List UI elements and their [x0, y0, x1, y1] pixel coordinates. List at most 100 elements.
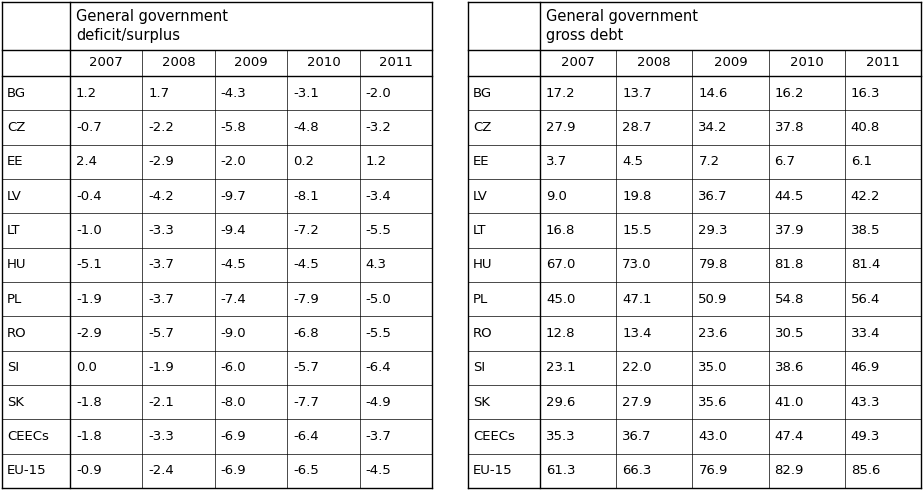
Text: 82.9: 82.9 [774, 465, 804, 477]
Text: 45.0: 45.0 [546, 293, 575, 306]
Text: -4.9: -4.9 [366, 395, 391, 409]
Text: 30.5: 30.5 [774, 327, 804, 340]
Text: 13.4: 13.4 [622, 327, 652, 340]
Text: 29.3: 29.3 [699, 224, 728, 237]
Text: -4.8: -4.8 [294, 121, 318, 134]
Text: -4.3: -4.3 [221, 87, 246, 99]
Text: 1.7: 1.7 [149, 87, 170, 99]
Text: EE: EE [473, 155, 489, 169]
Bar [468, 2, 921, 488]
Text: 2011: 2011 [378, 56, 413, 70]
Text: SK: SK [473, 395, 490, 409]
Text: -6.4: -6.4 [366, 361, 391, 374]
Text: -9.0: -9.0 [221, 327, 246, 340]
Text: 66.3: 66.3 [622, 465, 652, 477]
Text: 61.3: 61.3 [546, 465, 576, 477]
Text: 6.7: 6.7 [774, 155, 796, 169]
Text: SI: SI [473, 361, 485, 374]
Text: -3.7: -3.7 [149, 293, 174, 306]
Text: -3.7: -3.7 [149, 258, 174, 271]
Text: 46.9: 46.9 [851, 361, 880, 374]
Text: General government
deficit/surplus: General government deficit/surplus [76, 9, 228, 44]
Text: 37.9: 37.9 [774, 224, 804, 237]
Text: 2011: 2011 [866, 56, 900, 70]
Text: 0.0: 0.0 [76, 361, 97, 374]
Text: 1.2: 1.2 [76, 87, 97, 99]
Text: -2.9: -2.9 [149, 155, 174, 169]
Text: 22.0: 22.0 [622, 361, 652, 374]
Text: -2.0: -2.0 [221, 155, 246, 169]
Text: 1.2: 1.2 [366, 155, 387, 169]
Text: 16.8: 16.8 [546, 224, 575, 237]
Text: -4.2: -4.2 [149, 190, 174, 203]
Text: 28.7: 28.7 [622, 121, 652, 134]
Text: LT: LT [7, 224, 20, 237]
Text: -2.2: -2.2 [149, 121, 174, 134]
Text: 47.1: 47.1 [622, 293, 652, 306]
Text: CZ: CZ [473, 121, 491, 134]
Text: 79.8: 79.8 [699, 258, 727, 271]
Bar [2, 2, 432, 488]
Text: -3.3: -3.3 [149, 224, 174, 237]
Text: -7.4: -7.4 [221, 293, 246, 306]
Text: 35.0: 35.0 [699, 361, 728, 374]
Text: -8.0: -8.0 [221, 395, 246, 409]
Text: 23.1: 23.1 [546, 361, 576, 374]
Text: -2.0: -2.0 [366, 87, 391, 99]
Text: -5.0: -5.0 [366, 293, 391, 306]
Text: 54.8: 54.8 [774, 293, 804, 306]
Text: 42.2: 42.2 [851, 190, 881, 203]
Text: -9.4: -9.4 [221, 224, 246, 237]
Text: 12.8: 12.8 [546, 327, 576, 340]
Text: PL: PL [7, 293, 22, 306]
Text: BG: BG [7, 87, 26, 99]
Text: 27.9: 27.9 [622, 395, 652, 409]
Text: 38.6: 38.6 [774, 361, 804, 374]
Text: 2008: 2008 [638, 56, 671, 70]
Text: 37.8: 37.8 [774, 121, 804, 134]
Text: -5.8: -5.8 [221, 121, 246, 134]
Text: 6.1: 6.1 [851, 155, 872, 169]
Text: -1.9: -1.9 [149, 361, 174, 374]
Text: -7.9: -7.9 [294, 293, 319, 306]
Text: -2.9: -2.9 [76, 327, 102, 340]
Text: -3.7: -3.7 [366, 430, 391, 443]
Text: RO: RO [473, 327, 493, 340]
Text: 47.4: 47.4 [774, 430, 804, 443]
Text: 50.9: 50.9 [699, 293, 727, 306]
Text: 23.6: 23.6 [699, 327, 728, 340]
Text: -9.7: -9.7 [221, 190, 246, 203]
Text: -6.8: -6.8 [294, 327, 318, 340]
Text: 43.3: 43.3 [851, 395, 881, 409]
Text: 33.4: 33.4 [851, 327, 881, 340]
Text: CEECs: CEECs [473, 430, 515, 443]
Text: -7.7: -7.7 [294, 395, 319, 409]
Text: -0.4: -0.4 [76, 190, 102, 203]
Text: 44.5: 44.5 [774, 190, 804, 203]
Text: -7.2: -7.2 [294, 224, 319, 237]
Text: 85.6: 85.6 [851, 465, 881, 477]
Text: -3.3: -3.3 [149, 430, 174, 443]
Text: EE: EE [7, 155, 23, 169]
Text: 49.3: 49.3 [851, 430, 881, 443]
Text: 9.0: 9.0 [546, 190, 567, 203]
Text: 17.2: 17.2 [546, 87, 576, 99]
Text: 73.0: 73.0 [622, 258, 652, 271]
Text: 2009: 2009 [713, 56, 748, 70]
Text: -0.9: -0.9 [76, 465, 102, 477]
Text: 2.4: 2.4 [76, 155, 97, 169]
Text: 15.5: 15.5 [622, 224, 652, 237]
Text: -5.5: -5.5 [366, 327, 391, 340]
Text: -6.9: -6.9 [221, 465, 246, 477]
Text: 14.6: 14.6 [699, 87, 727, 99]
Text: 41.0: 41.0 [774, 395, 804, 409]
Text: 2007: 2007 [561, 56, 595, 70]
Text: -6.5: -6.5 [294, 465, 319, 477]
Text: 35.3: 35.3 [546, 430, 576, 443]
Text: -3.2: -3.2 [366, 121, 391, 134]
Text: SK: SK [7, 395, 24, 409]
Text: -6.9: -6.9 [221, 430, 246, 443]
Text: 16.2: 16.2 [774, 87, 804, 99]
Text: 38.5: 38.5 [851, 224, 881, 237]
Text: 81.8: 81.8 [774, 258, 804, 271]
